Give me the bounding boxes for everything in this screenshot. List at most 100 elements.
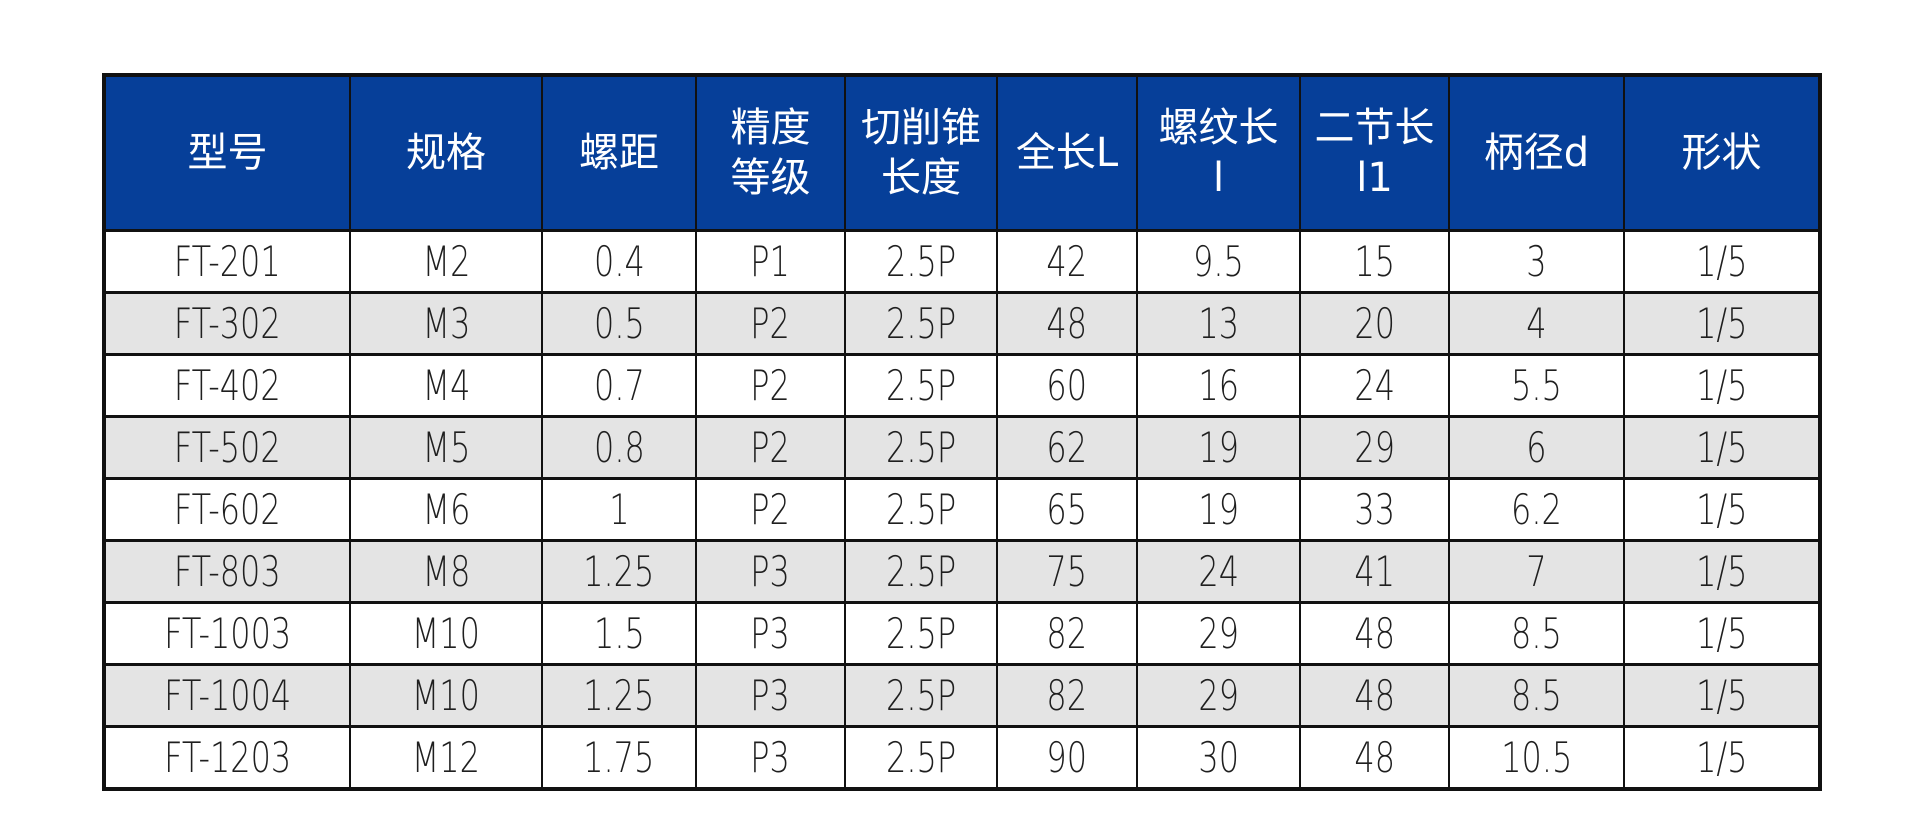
- table-cell-value: 13: [1198, 298, 1239, 348]
- table-cell-value: 10.5: [1500, 732, 1573, 782]
- table-cell: 1/5: [1623, 477, 1821, 542]
- table-cell-value: 0.5: [593, 298, 645, 348]
- table-cell: 2.5P: [844, 663, 998, 728]
- table-cell-value: 3: [1526, 236, 1547, 286]
- header-label: 长度: [881, 155, 961, 201]
- table-cell-value: M2: [422, 236, 470, 286]
- table-cell-value: FT-402: [174, 360, 281, 410]
- header-label: l1: [1356, 155, 1393, 201]
- table-row: FT-602 M6 1 P2 2.5P 65 19 33 6.2 1/5: [103, 477, 1821, 542]
- table-cell-value: M5: [422, 422, 470, 472]
- table-cell: 1/5: [1623, 663, 1821, 728]
- table-cell-value: 0.8: [593, 422, 645, 472]
- table-cell: 2.5P: [844, 291, 998, 356]
- header-cell-model: 型号: [103, 74, 351, 232]
- table-cell: 1/5: [1623, 725, 1821, 790]
- table-cell: 29: [1299, 415, 1450, 480]
- table-cell-value: 62: [1046, 422, 1088, 472]
- table-cell: 20: [1299, 291, 1450, 356]
- table-cell: FT-1004: [103, 663, 351, 728]
- header-label: l: [1212, 155, 1225, 201]
- table-cell-value: 0.7: [593, 360, 645, 410]
- table-cell: 48: [1299, 601, 1450, 666]
- table-cell: 33: [1299, 477, 1450, 542]
- header-cell-spec: 规格: [349, 74, 543, 232]
- table-cell-value: 5.5: [1511, 360, 1562, 410]
- table-cell-value: FT-1203: [163, 732, 292, 782]
- table-cell: FT-803: [103, 539, 351, 604]
- table-cell-value: 82: [1046, 670, 1088, 720]
- table-cell: M4: [349, 353, 543, 418]
- table-cell: 29: [1136, 663, 1301, 728]
- table-cell: M12: [349, 725, 543, 790]
- table-cell: 19: [1136, 477, 1301, 542]
- table-cell: 29: [1136, 601, 1301, 666]
- table-cell-value: 2.5P: [885, 484, 957, 534]
- table-cell: 3: [1448, 229, 1625, 294]
- table-cell-value: 7: [1526, 546, 1547, 596]
- table-cell-value: 1.25: [583, 546, 655, 596]
- table-cell: 1: [541, 477, 697, 542]
- header-label: 螺距: [579, 130, 659, 176]
- table-cell-value: 19: [1198, 422, 1239, 472]
- table-cell: P2: [695, 291, 846, 356]
- table-cell: 15: [1299, 229, 1450, 294]
- header-cell-pitch: 螺距: [541, 74, 697, 232]
- table-cell: 82: [996, 663, 1138, 728]
- table-cell: M2: [349, 229, 543, 294]
- table-cell-value: 60: [1046, 360, 1088, 410]
- table-cell-value: 29: [1354, 422, 1395, 472]
- table-cell-value: FT-602: [174, 484, 281, 534]
- table-cell-value: 1/5: [1695, 732, 1748, 782]
- table-cell-value: 2.5P: [885, 608, 957, 658]
- table-cell: 6: [1448, 415, 1625, 480]
- table-cell: 2.5P: [844, 415, 998, 480]
- table-cell: 1/5: [1623, 229, 1821, 294]
- table-cell: M10: [349, 663, 543, 728]
- table-cell: 1/5: [1623, 291, 1821, 356]
- table-row: FT-402 M4 0.7 P2 2.5P 60 16 24 5.5 1/5: [103, 353, 1821, 418]
- table-cell: 90: [996, 725, 1138, 790]
- table-cell-value: 1/5: [1695, 484, 1748, 534]
- table-row: FT-803 M8 1.25 P3 2.5P 75 24 41 7 1/5: [103, 539, 1821, 604]
- table-cell-value: 6.2: [1511, 484, 1562, 534]
- table-cell-value: 8.5: [1511, 670, 1562, 720]
- table-cell: 8.5: [1448, 601, 1625, 666]
- table-cell: FT-1003: [103, 601, 351, 666]
- table-cell-value: P2: [750, 484, 791, 534]
- table-cell-value: 29: [1198, 670, 1239, 720]
- table-cell-value: FT-803: [174, 546, 281, 596]
- table-cell: 1/5: [1623, 601, 1821, 666]
- table-cell: P2: [695, 477, 846, 542]
- table-cell-value: 65: [1046, 484, 1088, 534]
- table-cell: FT-402: [103, 353, 351, 418]
- table-cell-value: 9.5: [1193, 236, 1244, 286]
- header-label: 形状: [1681, 130, 1762, 176]
- table-cell-value: P2: [750, 422, 791, 472]
- table-cell-value: 48: [1354, 732, 1395, 782]
- header-label: 等级: [730, 155, 811, 201]
- table-cell-value: FT-1003: [163, 608, 292, 658]
- table-cell-value: 24: [1354, 360, 1395, 410]
- table-cell-value: P3: [750, 670, 791, 720]
- header-label: 全长L: [1015, 130, 1119, 176]
- table-row: FT-1203 M12 1.75 P3 2.5P 90 30 48 10.5 1/5: [103, 725, 1821, 790]
- table-cell-value: 1/5: [1695, 546, 1748, 596]
- header-cell-length: 全长L: [996, 74, 1138, 232]
- table-cell-value: 42: [1046, 236, 1088, 286]
- table-cell-value: 48: [1354, 608, 1395, 658]
- table-cell-value: FT-201: [174, 236, 281, 286]
- table-cell-value: M10: [411, 670, 481, 720]
- table-cell-value: 2.5P: [885, 546, 957, 596]
- table-row: FT-1004 M10 1.25 P3 2.5P 82 29 48 8.5 1/5: [103, 663, 1821, 728]
- table-cell-value: 0.4: [593, 236, 645, 286]
- header-row: 型号 规格 螺距 精度 等级 切削锥 长度 全长L 螺纹长 l 二节长 l1 柄径d 形状: [103, 74, 1821, 232]
- table-cell: 42: [996, 229, 1138, 294]
- table-cell-value: 48: [1354, 670, 1395, 720]
- table-cell: FT-201: [103, 229, 351, 294]
- table-cell-value: 20: [1354, 298, 1395, 348]
- table-cell: 1.25: [541, 539, 697, 604]
- table-cell: 2.5P: [844, 477, 998, 542]
- table-cell-value: M8: [422, 546, 470, 596]
